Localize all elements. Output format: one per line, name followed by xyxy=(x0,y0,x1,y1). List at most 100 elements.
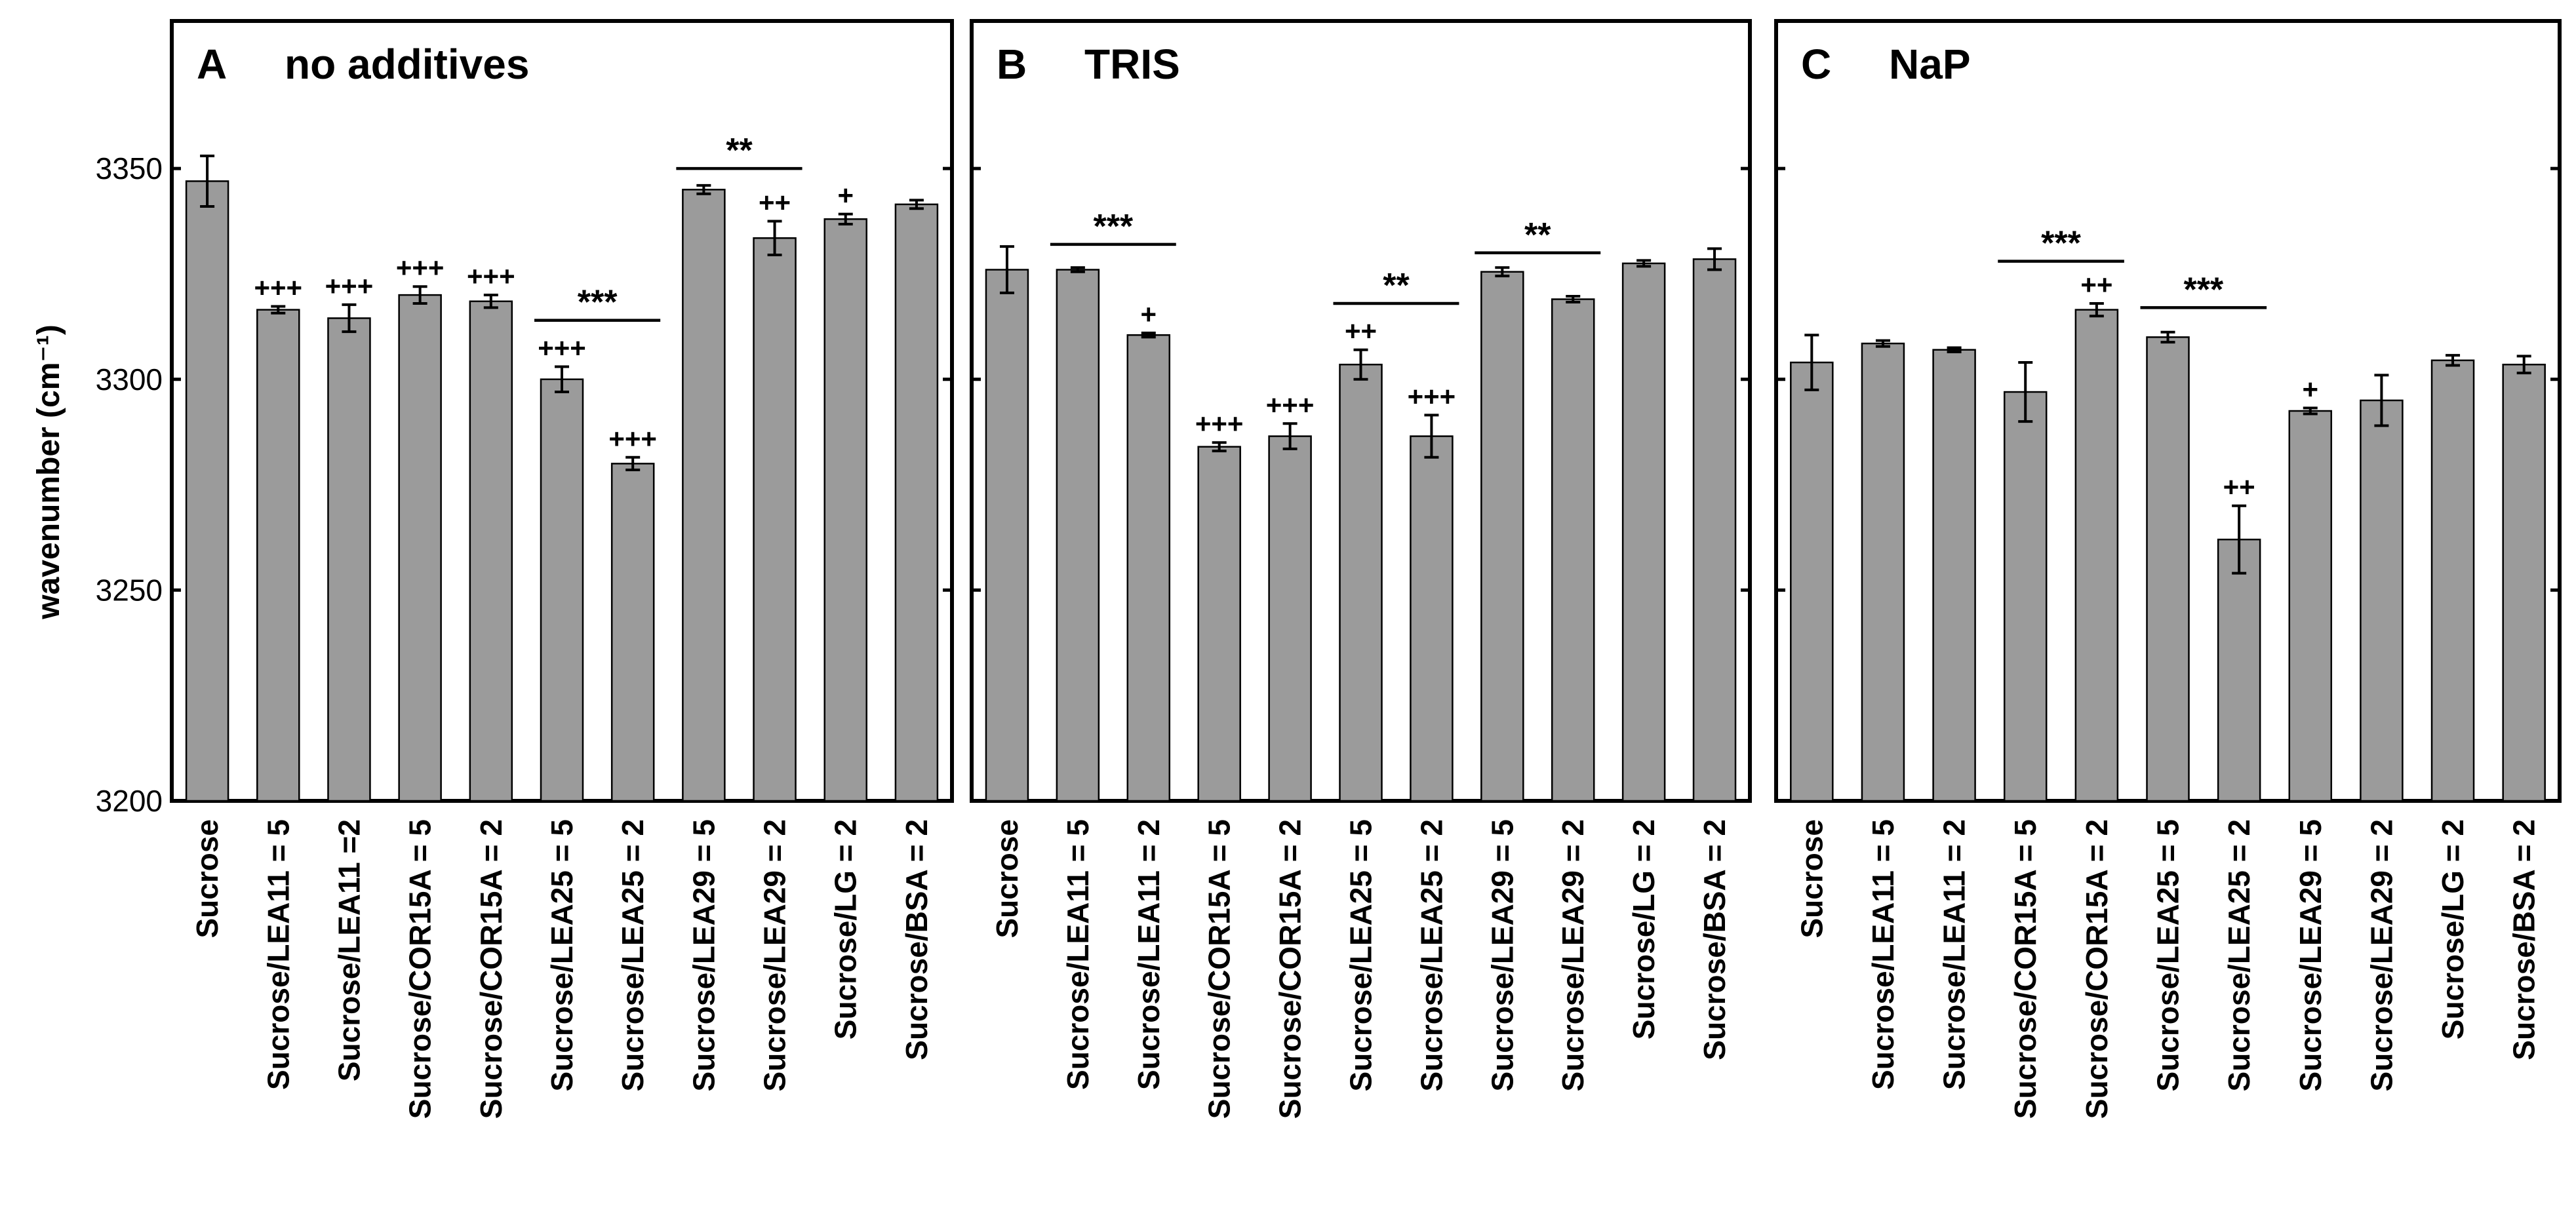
bar xyxy=(469,300,513,802)
bar xyxy=(1126,334,1171,802)
category-label: Sucrose/LEA29 = 5 xyxy=(1485,819,1519,1091)
bar xyxy=(1621,262,1666,802)
y-tick-label: 3350 xyxy=(96,151,163,185)
bar xyxy=(1692,258,1737,802)
panel-letter: C xyxy=(1801,41,1831,88)
category-label: Sucrose xyxy=(1794,819,1829,938)
bar xyxy=(682,189,726,802)
significance-mark: +++ xyxy=(325,271,374,301)
category-label: Sucrose/COR15A = 2 xyxy=(474,819,508,1119)
bar xyxy=(985,269,1029,802)
category-label: Sucrose/LEA11 = 5 xyxy=(1866,819,1900,1090)
bar xyxy=(398,294,442,802)
category-label: Sucrose/LG = 2 xyxy=(2436,819,2470,1039)
bar xyxy=(894,203,939,802)
significance-mark: +++ xyxy=(1408,381,1456,412)
comparison-label: *** xyxy=(578,284,618,322)
category-label: Sucrose/LEA29 = 2 xyxy=(1556,819,1590,1091)
significance-mark: +++ xyxy=(1266,389,1315,420)
category-label: Sucrose/LEA29 = 2 xyxy=(2364,819,2398,1091)
bar xyxy=(256,309,300,802)
comparison-label: *** xyxy=(2041,225,2081,263)
category-label: Sucrose/COR15A = 5 xyxy=(1202,819,1237,1119)
panel-letter: A xyxy=(197,41,227,88)
bar xyxy=(2003,391,2048,802)
panel-title: no additives xyxy=(285,41,529,88)
bar xyxy=(2074,309,2119,802)
bar xyxy=(2146,336,2190,802)
category-label: Sucrose xyxy=(990,819,1024,938)
bar xyxy=(610,463,655,802)
category-label: Sucrose/LEA11 = 5 xyxy=(1061,819,1095,1090)
significance-mark: + xyxy=(837,180,854,211)
category-label: Sucrose/LEA11 = 2 xyxy=(1132,819,1166,1090)
bar xyxy=(1339,363,1383,802)
significance-mark: +++ xyxy=(396,252,445,283)
category-label: Sucrose/BSA = 2 xyxy=(2507,819,2541,1060)
significance-mark: +++ xyxy=(608,423,657,454)
category-label: Sucrose/LEA29 = 5 xyxy=(2293,819,2328,1091)
bar xyxy=(1480,271,1524,802)
bar xyxy=(1861,342,1905,802)
category-label: Sucrose/LG = 2 xyxy=(829,819,863,1039)
category-label: Sucrose/LEA25 = 5 xyxy=(1344,819,1378,1091)
category-label: Sucrose/BSA = 2 xyxy=(900,819,934,1060)
bar xyxy=(1197,446,1241,802)
category-label: Sucrose/LEA25 = 2 xyxy=(616,819,650,1091)
comparison-label: *** xyxy=(1093,208,1133,246)
category-label: Sucrose/LEA25 = 2 xyxy=(2222,819,2256,1091)
bar xyxy=(2217,538,2261,802)
panel-letter: B xyxy=(997,41,1027,88)
category-label: Sucrose/LEA25 = 2 xyxy=(1414,819,1448,1091)
panel-c: C NaP Sucrose Sucrose/LEA11 = 5 Sucrose/LEA1… xyxy=(1774,19,2562,1119)
category-label: Sucrose xyxy=(190,819,224,938)
category-label: Sucrose/LEA11 = 2 xyxy=(1937,819,1972,1090)
bar xyxy=(2288,410,2333,802)
bar xyxy=(327,317,371,802)
comparison-label: *** xyxy=(2183,271,2223,309)
significance-mark: +++ xyxy=(254,272,302,303)
category-label: Sucrose/COR15A = 2 xyxy=(2080,819,2114,1119)
significance-mark: ++ xyxy=(2080,269,2112,300)
y-axis-label: wavenumber (cm⁻¹) xyxy=(31,324,66,619)
category-label: Sucrose/LEA29 = 5 xyxy=(686,819,721,1091)
panel-b: B TRIS Sucrose Sucrose/LEA11 = 5 + Sucrose/LE… xyxy=(970,19,1752,1119)
bar xyxy=(540,378,584,802)
comparison-label: ** xyxy=(1383,267,1410,305)
bar xyxy=(1268,435,1312,802)
category-label: Sucrose/LEA29 = 2 xyxy=(758,819,792,1091)
panel-a: 3200 3250 3300 3350 A no additives Sucrose +++ S… xyxy=(96,19,954,1119)
bar xyxy=(1056,269,1100,802)
category-label: Sucrose/COR15A = 2 xyxy=(1273,819,1307,1119)
bar xyxy=(1932,349,1976,802)
significance-mark: +++ xyxy=(467,261,515,292)
category-label: Sucrose/COR15A = 5 xyxy=(403,819,437,1119)
comparison-label: ** xyxy=(726,132,753,170)
bar xyxy=(1410,435,1454,802)
y-tick-label: 3200 xyxy=(96,784,163,818)
category-label: Sucrose/LG = 2 xyxy=(1627,819,1661,1039)
bar xyxy=(753,237,797,802)
bar xyxy=(823,218,867,802)
bar xyxy=(1790,361,1834,802)
bar xyxy=(2360,399,2404,802)
bar xyxy=(2430,359,2475,802)
significance-mark: +++ xyxy=(1195,408,1244,439)
y-tick-label: 3250 xyxy=(96,573,163,607)
bar xyxy=(2502,363,2546,802)
significance-mark: + xyxy=(1141,299,1157,330)
category-label: Sucrose/LEA11 =2 xyxy=(332,819,366,1081)
y-tick-label: 3300 xyxy=(96,362,163,397)
bar xyxy=(1551,298,1595,802)
panel-title: NaP xyxy=(1889,41,1971,88)
significance-mark: ++ xyxy=(1345,316,1377,347)
significance-mark: ++ xyxy=(2223,472,2255,503)
panel-title: TRIS xyxy=(1084,41,1180,88)
bar xyxy=(185,180,229,802)
category-label: Sucrose/BSA = 2 xyxy=(1697,819,1732,1060)
category-label: Sucrose/COR15A = 5 xyxy=(2008,819,2042,1119)
category-label: Sucrose/LEA25 = 5 xyxy=(545,819,579,1091)
category-label: Sucrose/LEA25 = 5 xyxy=(2151,819,2185,1091)
significance-mark: +++ xyxy=(538,332,586,363)
